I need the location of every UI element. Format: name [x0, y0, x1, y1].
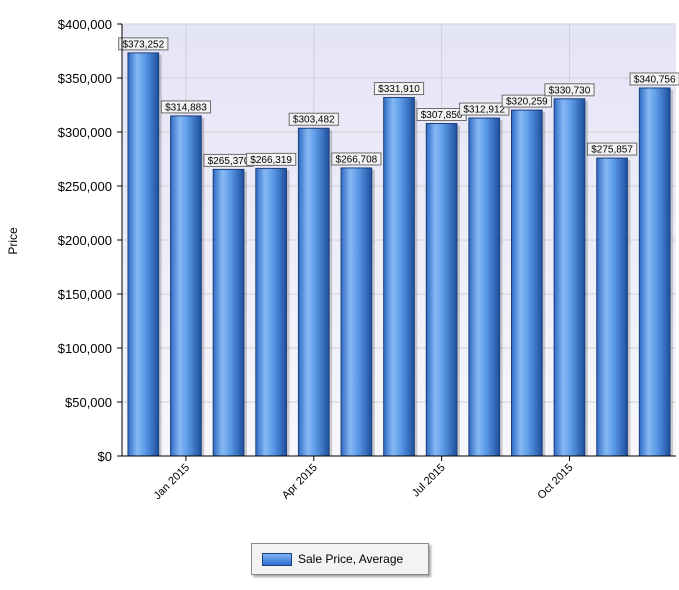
y-axis-title: Price	[6, 227, 20, 255]
data-label: $266,319	[250, 155, 292, 166]
y-tick-label: $150,000	[58, 287, 112, 302]
data-label-box	[459, 102, 510, 116]
data-label-box	[544, 83, 595, 97]
bar	[638, 87, 671, 457]
data-label: $330,730	[549, 85, 591, 96]
bar	[596, 157, 628, 457]
bar	[425, 123, 458, 457]
data-label-box	[586, 142, 638, 156]
bar	[468, 117, 501, 457]
data-label-box	[246, 152, 297, 166]
data-label: $314,883	[165, 102, 207, 113]
y-tick-label: $350,000	[58, 71, 112, 86]
bar	[212, 168, 245, 457]
data-label-box	[373, 82, 425, 96]
bar	[511, 109, 543, 457]
bar	[383, 97, 415, 457]
bar	[170, 115, 202, 457]
data-label-box	[501, 94, 552, 108]
data-label-box	[629, 72, 679, 86]
data-label: $275,857	[591, 145, 633, 156]
data-label: $340,756	[634, 74, 676, 85]
data-label: $320,259	[506, 97, 548, 108]
data-label: $265,370	[208, 156, 250, 167]
bar	[553, 98, 586, 457]
bar	[255, 167, 287, 457]
y-tick-label: $250,000	[58, 179, 112, 194]
y-tick-label: $100,000	[58, 341, 112, 356]
y-tick-label: $0	[98, 449, 112, 464]
data-label-box	[288, 112, 339, 126]
data-label-box	[331, 152, 382, 166]
x-tick-label: Apr 2015	[280, 462, 320, 502]
y-tick-label: $50,000	[65, 395, 112, 410]
data-label: $373,252	[122, 39, 164, 50]
x-tick-label: Oct 2015	[536, 462, 576, 502]
legend-label: Sale Price, Average	[298, 552, 404, 566]
data-label: $312,912	[463, 105, 505, 116]
legend: Sale Price, Average	[251, 543, 429, 575]
data-label: $331,910	[378, 84, 420, 95]
data-label: $266,708	[336, 154, 378, 165]
y-tick-label: $300,000	[58, 125, 112, 140]
data-label: $307,850	[421, 110, 463, 121]
data-label-box	[160, 100, 212, 114]
x-tick-label: Jan 2015	[152, 462, 192, 502]
data-label-box	[118, 37, 169, 51]
bar	[340, 167, 373, 457]
legend-swatch	[262, 552, 292, 566]
data-label: $303,482	[293, 115, 335, 126]
bar	[297, 127, 330, 457]
bar	[127, 52, 160, 457]
y-tick-label: $400,000	[58, 17, 112, 32]
x-tick-label: Jul 2015	[410, 462, 448, 500]
y-tick-label: $200,000	[58, 233, 112, 248]
